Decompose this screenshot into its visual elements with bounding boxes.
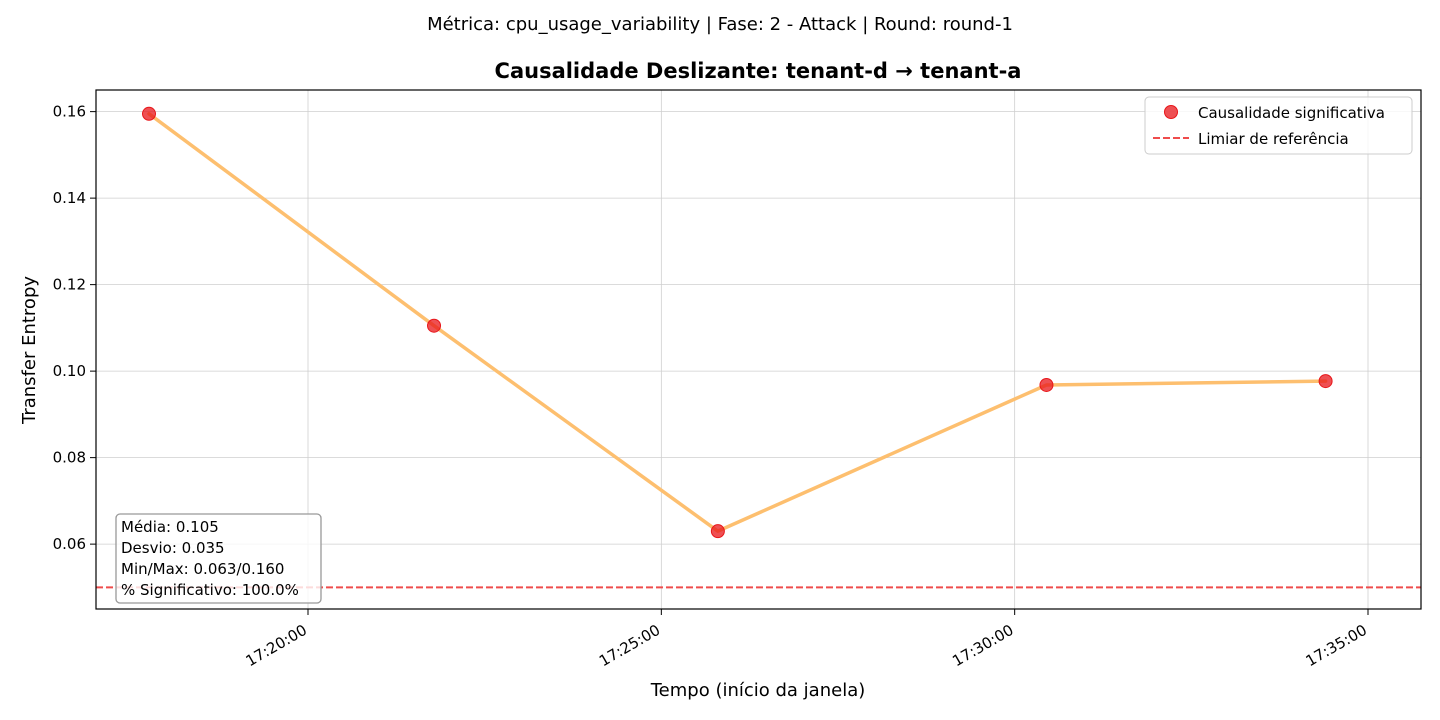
y-tick-label: 0.08 xyxy=(53,449,86,467)
legend-frame xyxy=(1144,96,1413,155)
x-tick-label: 17:30:00 xyxy=(949,621,1016,670)
significance-marker xyxy=(142,106,156,121)
y-tick-label: 0.10 xyxy=(53,362,86,380)
y-axis-label: Transfer Entropy xyxy=(19,276,40,425)
y-tick-label: 0.16 xyxy=(53,103,86,121)
y-tick-label: 0.14 xyxy=(53,189,86,207)
legend-marker-significant xyxy=(1164,105,1178,119)
y-ticks: 0.06 0.08 0.10 0.12 0.14 0.16 xyxy=(53,103,96,553)
series-line xyxy=(147,112,1328,533)
x-axis-label: Tempo (início da janela) xyxy=(650,680,866,701)
y-tick-label: 0.06 xyxy=(53,535,86,553)
significance-marker xyxy=(710,524,725,539)
y-tick-label: 0.12 xyxy=(53,276,86,294)
x-ticks: 17:20:00 17:25:00 17:30:00 17:35:00 xyxy=(243,609,1370,670)
marker-layer xyxy=(142,106,1333,539)
legend-label-significant: Causalidade significativa xyxy=(1198,104,1385,122)
stats-minmax: Min/Max: 0.063/0.160 xyxy=(121,560,284,578)
x-tick-label: 17:20:00 xyxy=(243,621,310,670)
legend: Causalidade significativa Limiar de refe… xyxy=(1144,96,1413,155)
significance-marker xyxy=(1039,377,1054,392)
chart-title: Causalidade Deslizante: tenant-d → tenan… xyxy=(495,59,1022,83)
grid xyxy=(96,90,1421,609)
x-tick-label: 17:35:00 xyxy=(1303,621,1370,670)
suptitle: Métrica: cpu_usage_variability | Fase: 2… xyxy=(427,14,1013,35)
stats-std: Desvio: 0.035 xyxy=(121,539,225,557)
stats-mean: Média: 0.105 xyxy=(121,518,219,536)
series-layer xyxy=(147,112,1328,533)
stats-box: Média: 0.105 Desvio: 0.035 Min/Max: 0.06… xyxy=(115,513,322,604)
x-tick-label: 17:25:00 xyxy=(596,621,663,670)
legend-label-threshold: Limiar de referência xyxy=(1198,130,1349,148)
significance-marker xyxy=(1318,374,1333,389)
plot-frame xyxy=(95,89,1422,610)
stats-box-frame xyxy=(115,513,322,604)
stats-significant: % Significativo: 100.0% xyxy=(121,581,299,599)
significance-marker xyxy=(427,318,442,333)
